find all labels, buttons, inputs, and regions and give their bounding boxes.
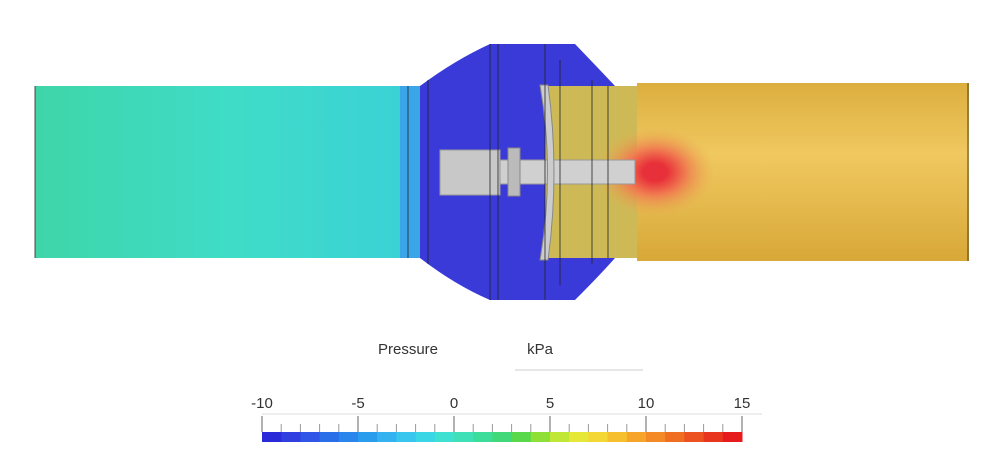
colorbar-segment: [300, 432, 321, 442]
shaft-collar: [507, 147, 521, 197]
tick-label: -10: [251, 395, 273, 412]
colorbar-segment: [358, 432, 378, 442]
tick-label: 0: [450, 395, 458, 412]
colorbar-segment: [434, 432, 455, 442]
colorbar-segment: [281, 432, 301, 442]
shaft-hub: [439, 149, 501, 196]
colorbar-segment: [473, 432, 493, 442]
colorbar-segment: [703, 432, 724, 442]
tick-label: 15: [734, 395, 751, 412]
colorbar-segment: [454, 432, 474, 442]
colorbar-segment: [569, 432, 589, 442]
colorbar-segment: [319, 432, 340, 442]
mesh-lines: [34, 44, 969, 300]
colorbar-segment: [665, 432, 685, 442]
colorbar-segment: [530, 432, 551, 442]
impeller: [539, 84, 555, 261]
legend-title: Pressure: [378, 341, 438, 358]
colorbar-segment: [492, 432, 513, 442]
tick-label: -5: [351, 395, 364, 412]
inlet-pipe: [35, 86, 435, 258]
colorbar-segment: [377, 432, 397, 442]
colorbar-segment: [511, 432, 532, 442]
shaft: [499, 159, 636, 185]
colorbar-segment: [684, 432, 705, 442]
colorbar-segment: [396, 432, 417, 442]
colorbar-segment: [626, 432, 647, 442]
colorbar-segment: [646, 432, 666, 442]
colorbar-segment: [588, 432, 609, 442]
tick-label: 10: [638, 395, 655, 412]
colorbar-segment: [607, 432, 628, 442]
simulation: [34, 44, 969, 300]
legend-unit: kPa: [527, 341, 554, 358]
tick-label: 5: [546, 395, 554, 412]
high-pressure-zone: [595, 127, 715, 217]
colorbar-segment: [550, 432, 570, 442]
colorbar-segment: [722, 432, 743, 442]
colorbar-segment: [338, 432, 359, 442]
colorbar-segment: [262, 432, 282, 442]
colorbar-segment: [415, 432, 436, 442]
